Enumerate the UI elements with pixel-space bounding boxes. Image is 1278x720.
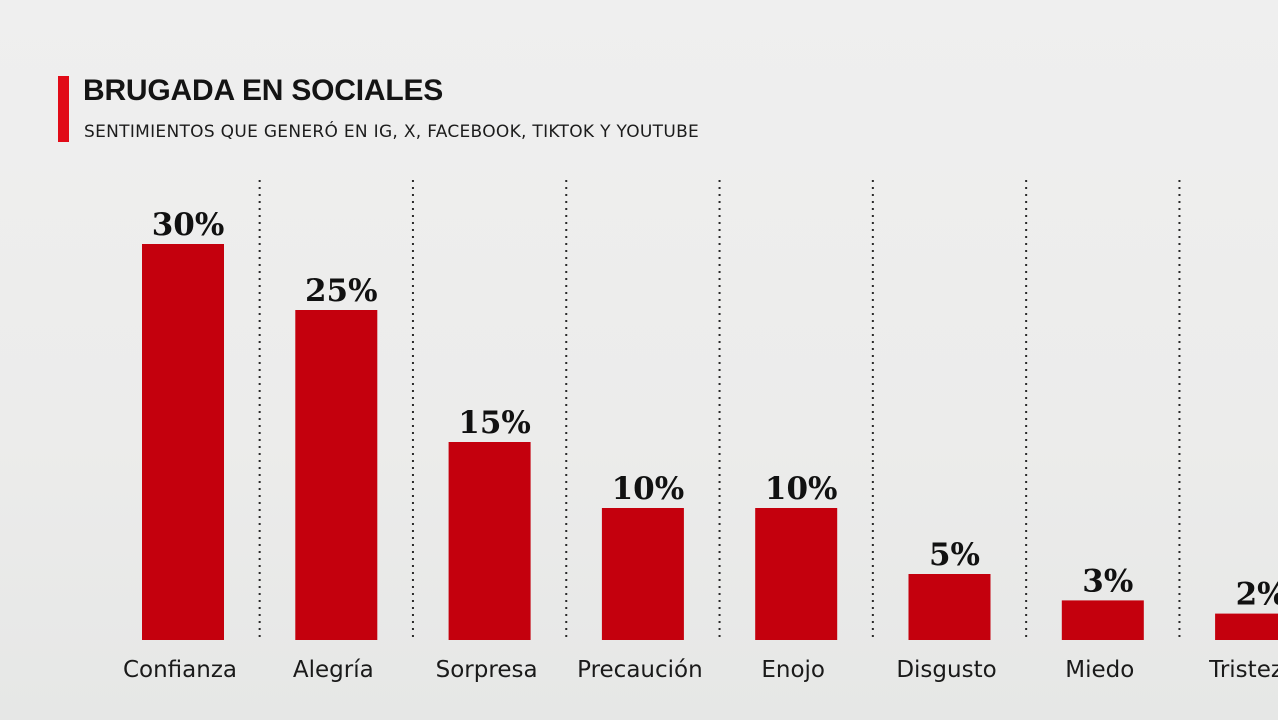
bar-tristeza — [1215, 613, 1278, 640]
bar-sorpresa — [448, 442, 531, 640]
value-labels: 30% 25% 15% 10% 10% 5% 3% 2% — [152, 207, 1278, 613]
value-label-miedo: 3% — [1082, 563, 1133, 599]
bar-precaucion — [601, 508, 684, 640]
value-label-confianza: 30% — [152, 207, 225, 243]
category-labels: Confianza Alegría Sorpresa Precaución Enojo D… — [123, 657, 1278, 683]
value-label-sorpresa: 15% — [458, 405, 531, 441]
bar-alegria — [295, 310, 378, 640]
category-label-enojo: Enojo — [761, 657, 825, 683]
category-label-miedo: Miedo — [1065, 657, 1134, 683]
category-label-alegria: Alegría — [293, 657, 374, 683]
value-label-enojo: 10% — [765, 471, 838, 507]
bar-enojo — [755, 508, 838, 640]
category-label-tristeza: Tristeza — [1208, 657, 1278, 683]
bar-miedo — [1061, 600, 1144, 640]
value-label-alegria: 25% — [305, 273, 378, 309]
bars — [142, 244, 1278, 640]
category-label-confianza: Confianza — [123, 657, 237, 683]
category-label-precaucion: Precaución — [577, 657, 703, 683]
value-label-precaucion: 10% — [612, 471, 685, 507]
bar-disgusto — [908, 574, 991, 640]
category-label-disgusto: Disgusto — [896, 657, 996, 683]
category-label-sorpresa: Sorpresa — [436, 657, 538, 683]
title-accent-bar — [58, 76, 69, 142]
chart-subtitle: SENTIMIENTOS QUE GENERÓ EN IG, X, FACEBO… — [84, 122, 700, 142]
value-label-tristeza: 2% — [1236, 577, 1278, 613]
chart-title: BRUGADA EN SOCIALES — [83, 74, 444, 107]
value-label-disgusto: 5% — [929, 537, 980, 573]
column-dividers — [258, 180, 1181, 640]
bar-confianza — [142, 244, 224, 640]
